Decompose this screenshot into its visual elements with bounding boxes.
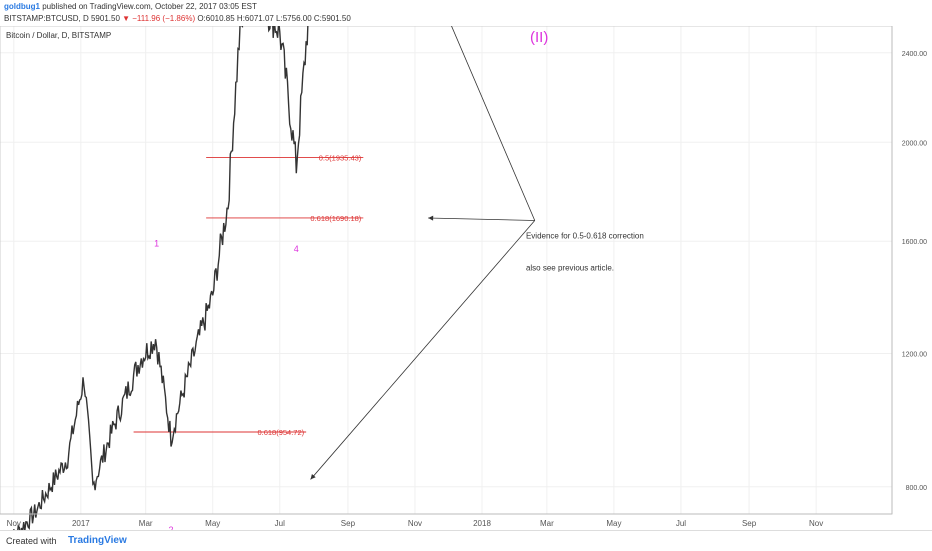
- ticker-symbol: BITSTAMP:BTCUSD, D 5901.50: [4, 14, 123, 23]
- time-tick-label: Sep: [341, 519, 356, 528]
- wave-label: (II): [530, 29, 548, 46]
- price-tick-label: 2000.00: [902, 140, 927, 147]
- price-change: ▼ −111.96 (−1.86%): [122, 14, 196, 23]
- time-tick-label: 2017: [72, 519, 90, 528]
- text-annotations: Aprox Target if nota full correction$8,3…: [526, 232, 644, 273]
- time-tick-label: Jul: [676, 519, 686, 528]
- time-tick-label: Mar: [139, 519, 153, 528]
- tradingview-logo[interactable]: TradingView: [68, 535, 127, 546]
- publish-line: goldbug1 published on TradingView.com, O…: [4, 2, 257, 11]
- arrow-line: [310, 220, 536, 480]
- price-chart[interactable]: Bitcoin / Dollar, D, BITSTAMP 1.618(6252…: [0, 26, 932, 530]
- time-tick-label: Jul: [275, 519, 285, 528]
- publish-info: published on TradingView.com, October 22…: [42, 2, 257, 11]
- fib-level-label: 0.5(1935.43): [319, 154, 362, 163]
- wave-label: 1: [154, 238, 159, 248]
- time-tick-label: 2018: [473, 519, 491, 528]
- annotation-arrows: [310, 26, 536, 480]
- wave-labels: 12345IIIIV(I)VcYWababcY(II): [154, 29, 548, 530]
- time-tick-label: Nov: [809, 519, 823, 528]
- author-link[interactable]: goldbug1: [4, 2, 40, 11]
- ticker-line: BITSTAMP:BTCUSD, D 5901.50 ▼ −111.96 (−1…: [4, 14, 351, 23]
- arrow-line: [428, 217, 535, 221]
- time-tick-label: Nov: [7, 519, 21, 528]
- arrow-line: [451, 26, 536, 221]
- plot-border: [0, 26, 893, 515]
- footer-bar: Created with TradingView: [0, 530, 932, 551]
- time-tick-label: Mar: [540, 519, 554, 528]
- fibonacci-levels: 1.618(6252.13)0.618(5534.41)0.618(5446.9…: [133, 154, 364, 437]
- time-tick-label: Sep: [742, 519, 757, 528]
- price-series: [13, 26, 309, 530]
- price-tick-label: 1600.00: [902, 239, 927, 246]
- fib-level-label: 0.618(1690.18): [310, 214, 361, 223]
- price-tick-label: 2400.00: [902, 51, 927, 58]
- time-tick-label: Nov: [408, 519, 422, 528]
- time-tick-label: May: [606, 519, 621, 528]
- annotation-text: also see previous article.: [526, 264, 614, 273]
- symbol-title: Bitcoin / Dollar, D, BITSTAMP: [6, 31, 111, 40]
- arrow-head: [310, 474, 316, 480]
- time-axis[interactable]: Nov 2017 Mar May Jul Sep Nov 2018 Mar May Jul Sep No…: [0, 513, 892, 528]
- price-tick-label: 1200.00: [902, 352, 927, 359]
- ohlc-values: O:6010.85 H:6071.07 L:5756.00 C:5901.50: [195, 14, 351, 23]
- chart-header: goldbug1 published on TradingView.com, O…: [0, 0, 932, 26]
- arrow-head: [428, 215, 434, 221]
- wave-label: 2: [168, 525, 173, 530]
- created-with-text: Created with: [6, 536, 57, 546]
- grid-layer: [0, 26, 892, 514]
- time-tick-label: May: [205, 519, 220, 528]
- price-tick-label: 800.00: [906, 485, 928, 492]
- annotation-text: Evidence for 0.5-0.618 correction: [526, 232, 644, 241]
- wave-label: 4: [294, 244, 299, 254]
- price-line: [13, 26, 309, 530]
- fib-level-label: 0.618(954.72): [257, 428, 304, 437]
- price-axis[interactable]: 2400.002000.001600.001200.00800.006259.5…: [891, 26, 931, 514]
